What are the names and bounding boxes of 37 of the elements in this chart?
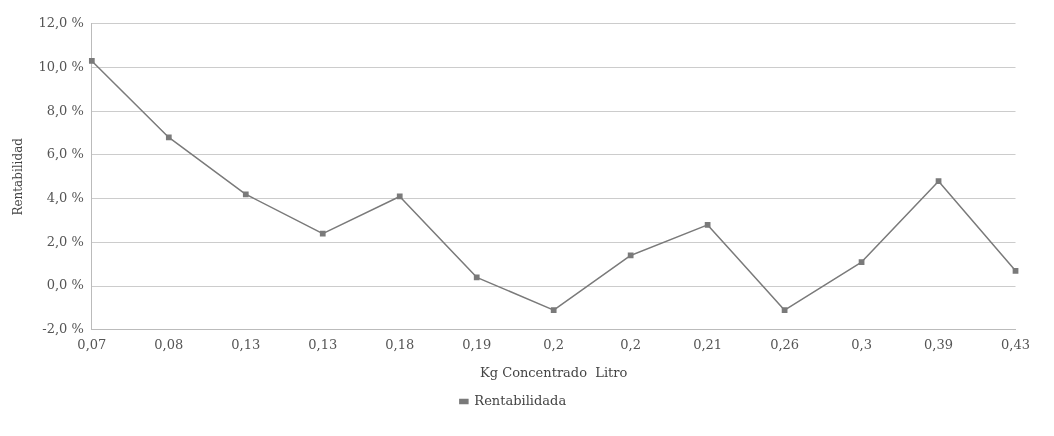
x-tick-label: 0,08 [154, 336, 184, 352]
point [858, 259, 865, 265]
x-tick-label: 0,3 [851, 336, 872, 352]
x-tick-label: 0,07 [77, 336, 107, 352]
point [396, 193, 403, 200]
point [473, 274, 480, 281]
point [242, 191, 249, 198]
point [165, 134, 172, 141]
y-tick-label: 0,0 % [46, 277, 84, 293]
legend-label: Rentabilidada [474, 392, 567, 408]
y-tick-label: 4,0 % [46, 190, 84, 206]
point [550, 307, 557, 313]
y-tick-label: 12,0 % [38, 15, 84, 31]
y-tick-label: 8,0 % [46, 102, 84, 118]
x-axis-title: Kg Concentrado Litro [480, 364, 628, 380]
y-tick-label: 2,0 % [46, 233, 84, 249]
point [88, 58, 95, 64]
x-tick-label: 0,19 [462, 336, 492, 352]
point [1012, 267, 1019, 274]
x-tick-label: 0,2 [620, 336, 641, 352]
point [935, 178, 942, 185]
x-tick-label: 0,21 [693, 336, 723, 352]
y-tick-label: 6,0 % [46, 146, 84, 162]
x-tick-label: 0,39 [924, 336, 954, 352]
x-tick-label: 0,2 [543, 336, 565, 352]
point [319, 230, 326, 237]
point [704, 222, 711, 228]
y-axis-title: Rentabilidad [11, 137, 26, 216]
point [627, 252, 634, 259]
y-tick-label: 10,0 % [38, 58, 84, 74]
x-tick-label: 0,18 [385, 336, 415, 352]
y-tick-label: -2,0 % [42, 321, 84, 337]
x-tick-label: 0,13 [231, 336, 261, 352]
point [781, 307, 788, 313]
x-tick-label: 0,43 [1001, 336, 1030, 352]
x-tick-label: 0,26 [770, 336, 800, 352]
x-tick-label: 0,13 [308, 336, 338, 352]
